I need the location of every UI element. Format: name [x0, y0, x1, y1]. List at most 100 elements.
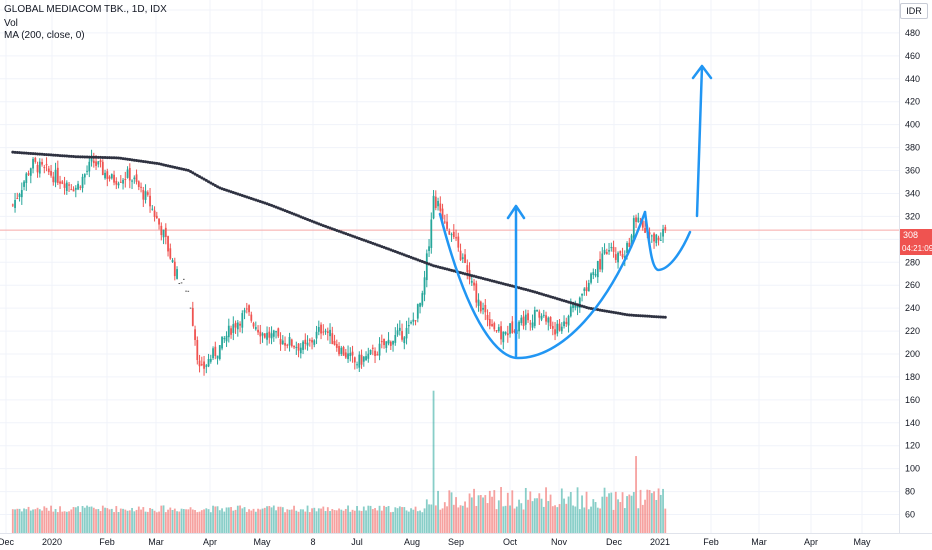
candle-body [243, 310, 246, 313]
volume-bar [97, 509, 100, 533]
handle-curve-drawing[interactable] [643, 210, 692, 272]
price-tick-label: 200 [905, 349, 920, 359]
ma-point [22, 151, 26, 155]
candle-body [394, 335, 397, 343]
candle-body [297, 343, 300, 351]
ma-point [571, 301, 575, 305]
ma-point [56, 153, 60, 157]
candle-body [601, 253, 604, 270]
candle-body [403, 337, 406, 344]
ma-point [191, 171, 195, 175]
volume-bar [608, 493, 610, 533]
volume-bar [587, 509, 590, 533]
ma-point [108, 156, 112, 160]
candle-body [185, 290, 187, 292]
ma-point [648, 314, 652, 318]
volume-bar [254, 511, 257, 533]
price-axis[interactable]: 6080100120140160180200220240260280300320… [905, 5, 920, 520]
volume-bar [151, 508, 154, 533]
volume-bar [549, 494, 552, 533]
candle-body [466, 265, 469, 272]
volume-bar [216, 506, 219, 533]
volume-bar [326, 507, 329, 533]
ma-point [524, 288, 528, 292]
ma-point [549, 295, 553, 299]
ma-point [319, 223, 323, 227]
ma-point [128, 158, 132, 162]
ma-point [636, 314, 640, 318]
volume-bar [214, 506, 217, 533]
candle-body [428, 246, 430, 251]
ma-point [324, 224, 328, 228]
ma-point [643, 314, 647, 318]
ma-point [423, 260, 427, 264]
candle-body [443, 221, 446, 223]
volume-indicator-label[interactable]: Vol [4, 18, 18, 29]
ma-point [650, 314, 654, 318]
candle-body [356, 364, 358, 366]
candle-body [623, 256, 626, 259]
candle-body [104, 172, 106, 179]
volume-bar [61, 511, 64, 533]
candle-body [662, 228, 664, 237]
candle-body [293, 345, 295, 348]
candle-body [268, 331, 271, 338]
ma-point [279, 207, 283, 211]
volume-bar [378, 505, 381, 533]
ma-point [13, 150, 17, 154]
candle-body [207, 358, 210, 367]
volume-bar [491, 496, 493, 533]
candle-body [11, 204, 14, 206]
price-tick-label: 120 [905, 441, 920, 451]
ma-point [256, 199, 260, 203]
candle-body [128, 167, 131, 181]
ma-point [45, 153, 49, 157]
volume-bar [232, 510, 235, 533]
ma-point [227, 189, 231, 193]
ma-point [488, 278, 492, 282]
target-arrow-large-drawing[interactable] [691, 64, 713, 218]
ma-point [603, 309, 607, 313]
volume-bar [362, 506, 365, 533]
ma-point [573, 302, 577, 306]
volume-bar [394, 507, 397, 533]
candle-body [234, 322, 237, 328]
time-tick-label: Nov [551, 537, 568, 547]
ma-point [477, 275, 481, 279]
candle-body [284, 343, 286, 346]
ma-indicator-label[interactable]: MA (200, close, 0) [4, 30, 85, 41]
time-tick-label: 8 [310, 537, 315, 547]
candle-body [416, 304, 419, 319]
volume-bar [81, 506, 84, 533]
candle-body [369, 349, 372, 355]
volume-bar [329, 511, 331, 533]
time-axis[interactable]: Dec 2020 Feb Mar Apr May 8 Jul Aug Sep Oct Nov Dec 20… [0, 537, 871, 547]
candle-body [20, 190, 23, 198]
candle-body [99, 160, 102, 163]
volume-bar [533, 498, 536, 533]
currency-button[interactable]: IDR [900, 3, 928, 19]
target-arrow-small-drawing[interactable] [506, 204, 526, 358]
volume-bar [286, 509, 289, 533]
ma-point [281, 208, 285, 212]
volume-bar [662, 488, 664, 533]
candle-body [556, 323, 559, 334]
volume-bar [596, 507, 599, 533]
volume-bar [630, 495, 633, 533]
ma-point [645, 314, 649, 318]
ma-point [198, 175, 202, 179]
candle-body [52, 176, 55, 183]
volume-bar [297, 511, 300, 533]
candle-body [378, 343, 381, 356]
price-tick-label: 360 [905, 166, 920, 176]
candle-body [38, 161, 41, 174]
symbol-title[interactable]: GLOBAL MEDIACOM TBK., 1D, IDX [4, 4, 167, 15]
volume-bar [349, 511, 352, 533]
candle-body [578, 297, 581, 309]
volume-bar [518, 499, 520, 533]
cup-curve-drawing[interactable] [438, 210, 647, 360]
volume-bar [239, 505, 241, 533]
time-tick-label: Dec [606, 537, 623, 547]
volume-bar [565, 503, 568, 533]
